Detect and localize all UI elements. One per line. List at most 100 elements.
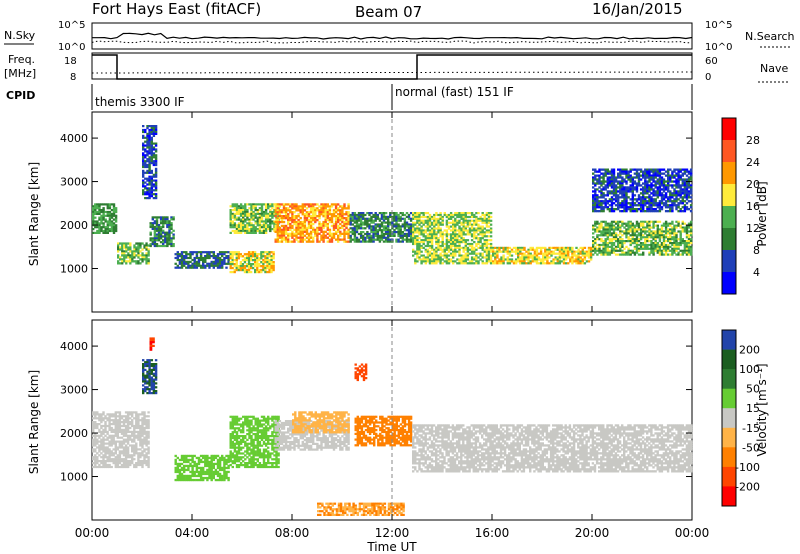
range-cell bbox=[619, 180, 622, 183]
range-cell bbox=[270, 261, 273, 264]
range-cell bbox=[153, 222, 157, 225]
range-cell bbox=[621, 206, 624, 209]
range-cell bbox=[648, 200, 651, 203]
range-cell bbox=[658, 180, 662, 183]
range-cell bbox=[110, 209, 114, 212]
range-cell bbox=[154, 187, 158, 190]
range-cell bbox=[483, 215, 486, 219]
range-cell bbox=[148, 125, 151, 128]
range-cell bbox=[658, 220, 662, 223]
range-cell bbox=[287, 203, 290, 206]
range-cell bbox=[594, 196, 597, 199]
range-cell bbox=[420, 258, 423, 261]
range-cell bbox=[479, 254, 482, 257]
range-cell bbox=[648, 232, 651, 235]
range-cell bbox=[102, 432, 105, 435]
range-cell bbox=[658, 170, 662, 173]
range-cell bbox=[239, 263, 242, 266]
range-cell bbox=[596, 206, 599, 209]
range-cell bbox=[583, 252, 587, 255]
range-cell bbox=[621, 220, 624, 223]
range-cell bbox=[362, 217, 365, 220]
range-cell bbox=[332, 211, 336, 214]
range-cell bbox=[602, 243, 605, 247]
range-cell bbox=[339, 215, 342, 218]
range-cell bbox=[137, 256, 140, 259]
range-cell bbox=[544, 258, 547, 261]
range-cell bbox=[673, 174, 676, 177]
range-cell bbox=[332, 203, 336, 206]
range-cell bbox=[542, 258, 545, 261]
range-cell bbox=[148, 150, 151, 153]
range-cell bbox=[152, 197, 156, 200]
range-cell bbox=[581, 252, 584, 255]
range-cell bbox=[460, 229, 463, 232]
range-cell bbox=[418, 233, 421, 236]
range-cell bbox=[148, 183, 151, 186]
range-cell bbox=[468, 215, 472, 219]
range-cell bbox=[606, 249, 609, 252]
range-cell bbox=[462, 248, 465, 251]
range-cell bbox=[380, 229, 384, 232]
range-cell bbox=[646, 220, 649, 223]
range-cell bbox=[94, 440, 97, 443]
range-cell bbox=[152, 152, 156, 155]
range-cell bbox=[454, 235, 457, 238]
range-cell bbox=[364, 219, 367, 222]
range-cell bbox=[433, 256, 436, 259]
range-cell bbox=[489, 242, 493, 246]
range-cell bbox=[418, 221, 421, 224]
range-cell bbox=[374, 213, 377, 217]
range-cell bbox=[142, 148, 145, 151]
range-cell bbox=[489, 248, 493, 251]
range-cell bbox=[627, 172, 630, 175]
range-cell bbox=[229, 270, 232, 274]
range-cell bbox=[487, 235, 491, 238]
range-cell bbox=[449, 217, 453, 220]
range-cell bbox=[439, 246, 442, 249]
range-cell bbox=[252, 251, 255, 254]
range-cell bbox=[623, 222, 626, 225]
range-cell bbox=[94, 450, 97, 453]
range-cell bbox=[519, 256, 522, 259]
range-cell bbox=[452, 231, 455, 234]
range-cell bbox=[227, 256, 230, 260]
range-cell bbox=[456, 213, 459, 217]
range-cell bbox=[250, 224, 253, 227]
range-cell bbox=[477, 262, 480, 265]
range-cell bbox=[148, 156, 151, 159]
range-cell bbox=[349, 213, 352, 217]
range-cell bbox=[143, 254, 146, 257]
range-cell bbox=[633, 232, 637, 235]
range-cell bbox=[539, 248, 543, 251]
range-cell bbox=[282, 228, 286, 231]
range-cell bbox=[633, 168, 637, 171]
range-cell bbox=[671, 202, 674, 205]
range-cell bbox=[378, 238, 382, 241]
range-cell bbox=[332, 232, 336, 235]
range-cell bbox=[114, 434, 117, 437]
range-cell bbox=[496, 254, 499, 257]
range-cell bbox=[652, 222, 655, 225]
range-cell bbox=[235, 253, 238, 256]
range-cell bbox=[334, 219, 338, 222]
range-cell bbox=[92, 413, 95, 416]
range-cell bbox=[669, 210, 672, 213]
range-cell bbox=[648, 184, 651, 187]
range-cell bbox=[546, 260, 549, 263]
range-cell bbox=[644, 202, 647, 205]
range-cell bbox=[407, 225, 411, 228]
range-cell bbox=[621, 204, 624, 207]
range-cell bbox=[233, 263, 236, 266]
range-cell bbox=[673, 251, 676, 254]
range-cell bbox=[627, 178, 630, 181]
range-cell bbox=[293, 228, 296, 231]
range-cell bbox=[422, 260, 425, 263]
range-cell bbox=[487, 239, 491, 242]
range-cell bbox=[600, 202, 603, 205]
range-cell bbox=[94, 216, 97, 219]
range-cell bbox=[485, 213, 489, 217]
range-cell bbox=[322, 240, 325, 243]
range-cell bbox=[637, 182, 641, 185]
range-cell bbox=[454, 248, 457, 251]
